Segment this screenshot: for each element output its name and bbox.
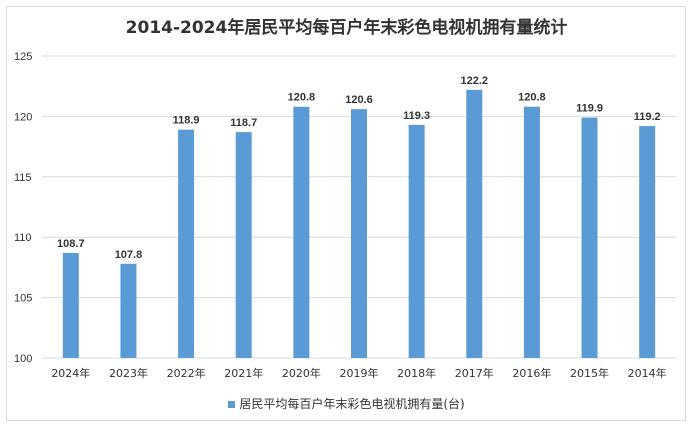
x-tick-label: 2023年 [109, 366, 148, 380]
y-tick-label: 110 [14, 232, 32, 244]
bar [293, 106, 310, 359]
data-label: 107.8 [115, 249, 143, 261]
x-tick-label: 2021年 [224, 366, 263, 380]
y-tick-label: 115 [14, 172, 32, 184]
data-label: 119.3 [403, 110, 430, 122]
legend-label: 居民平均每百户年末彩色电视机拥有量(台) [239, 397, 465, 411]
data-label: 120.6 [345, 94, 373, 106]
data-label: 119.2 [634, 111, 661, 123]
bar [235, 132, 252, 358]
y-tick-label: 120 [14, 111, 32, 123]
x-tick-label: 2019年 [340, 366, 379, 380]
bar [523, 106, 540, 359]
bar [639, 126, 656, 359]
data-label: 120.8 [518, 92, 546, 104]
chart-title: 2014-2024年居民平均每百户年末彩色电视机拥有量统计 [125, 18, 568, 38]
x-tick-label: 2024年 [51, 366, 90, 380]
y-tick-label: 100 [14, 353, 32, 365]
bar [408, 124, 425, 358]
bar [178, 129, 195, 358]
x-tick-label: 2015年 [570, 366, 609, 380]
x-tick-label: 2022年 [167, 366, 206, 380]
bar [120, 263, 137, 358]
legend-swatch [228, 401, 236, 408]
data-label: 122.2 [461, 75, 489, 87]
legend: 居民平均每百户年末彩色电视机拥有量(台) [0, 395, 693, 412]
x-tick-label: 2016年 [512, 366, 551, 380]
bar [581, 117, 598, 358]
y-tick-label: 105 [14, 293, 32, 305]
chart-frame [6, 6, 686, 421]
bar [351, 109, 367, 358]
bar [466, 89, 483, 358]
data-label: 120.8 [288, 92, 316, 104]
data-label: 118.7 [230, 117, 257, 129]
y-tick-label: 125 [14, 51, 32, 63]
x-tick-label: 2017年 [455, 366, 494, 380]
data-label: 108.7 [57, 238, 85, 250]
x-tick-label: 2020年 [282, 366, 321, 380]
data-label: 119.9 [576, 103, 603, 115]
data-label: 118.9 [173, 115, 200, 127]
x-tick-label: 2014年 [628, 366, 667, 380]
bar [62, 252, 79, 358]
x-tick-label: 2018年 [397, 366, 436, 380]
